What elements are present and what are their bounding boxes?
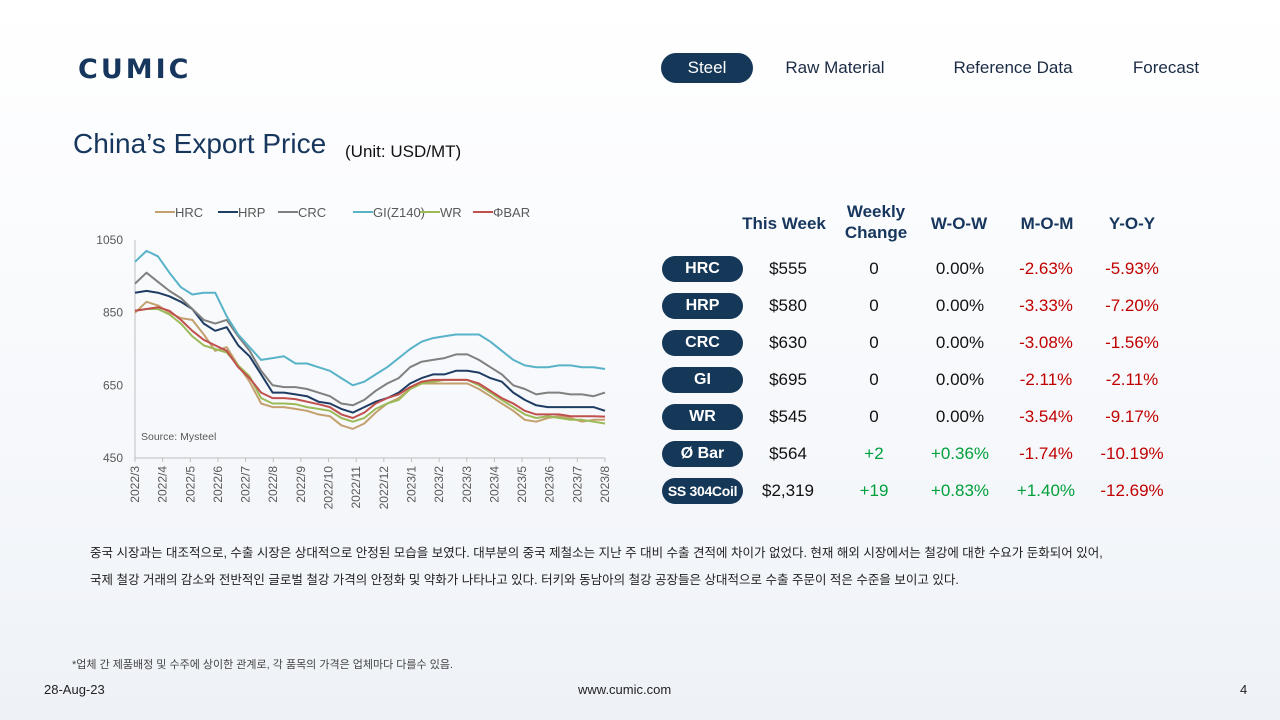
cell-yoy: -12.69%: [1100, 481, 1164, 500]
product-pill: HRC: [662, 256, 743, 282]
cell-yoy: -5.93%: [1105, 259, 1159, 278]
top-nav: Steel Raw Material Reference Data Foreca…: [0, 53, 1280, 83]
x-tick-label: 2022/12: [377, 466, 391, 510]
x-tick-label: 2023/3: [460, 466, 474, 503]
unit-label: (Unit: USD/MT): [345, 142, 462, 161]
page-number: 4: [1240, 682, 1248, 697]
cell-wow: 0.00%: [935, 333, 985, 352]
page-title: China’s Export Price: [73, 128, 327, 159]
cell-wow: 0.00%: [935, 370, 985, 389]
cell-yoy: -9.17%: [1105, 407, 1159, 426]
cell-wow: +0.36%: [930, 444, 990, 463]
cell-change: +19: [859, 481, 889, 500]
export-price-line-chart: 450 650 850 1050 2022/3 2022/4 2022/5 2022/6 202…: [96, 205, 612, 510]
product-pill: GI: [662, 367, 743, 393]
chart-source-note: Source: Mysteel: [141, 431, 216, 443]
legend-label: HRP: [238, 205, 265, 220]
footer-url[interactable]: www.cumic.com: [578, 682, 672, 697]
series-line-crc: [134, 271, 606, 407]
cell-change: 0: [869, 407, 879, 426]
cell-price: $695: [769, 370, 807, 389]
cell-price: $564: [769, 444, 807, 463]
cell-wow: 0.00%: [935, 296, 985, 315]
cell-mom: -2.11%: [1019, 370, 1073, 389]
legend-label: CRC: [298, 205, 326, 220]
x-tick-label: 2023/4: [487, 466, 501, 503]
nav-tab-steel[interactable]: Steel: [661, 53, 753, 83]
x-tick-label: 2023/5: [515, 466, 529, 503]
x-tick-label: 2022/4: [156, 466, 170, 503]
footer-date: 28-Aug-23: [44, 682, 105, 697]
x-tick-label: 2022/7: [239, 466, 253, 503]
cell-change: +2: [864, 444, 884, 463]
cell-price: $545: [769, 407, 807, 426]
cell-mom: -3.08%: [1019, 333, 1073, 352]
product-pill: Ø Bar: [662, 441, 743, 467]
legend-label: ΦBAR: [493, 205, 530, 220]
cell-yoy: -7.20%: [1105, 296, 1159, 315]
col-header-weekly-change: Weekly Change: [844, 202, 908, 242]
nav-tab-forecast[interactable]: Forecast: [1132, 58, 1200, 77]
y-tick-label: 450: [103, 451, 123, 465]
product-pill: SS 304Coil: [662, 478, 743, 504]
x-tick-label: 2023/1: [404, 466, 418, 503]
x-tick-label: 2022/3: [128, 466, 142, 503]
product-pill: WR: [662, 404, 743, 430]
x-tick-label: 2022/8: [266, 466, 280, 503]
x-tick-label: 2023/8: [598, 466, 612, 503]
x-tick-label: 2022/6: [211, 466, 225, 503]
col-header-mom: M-O-M: [1020, 214, 1074, 233]
footnote: *업체 간 제품배정 및 수주에 상이한 관계로, 각 품목의 가격은 업체마다…: [72, 659, 454, 671]
cell-price: $580: [769, 296, 807, 315]
x-tick-label: 2023/2: [432, 466, 446, 503]
series-line-bar: [134, 306, 606, 419]
cell-mom: -1.74%: [1019, 444, 1073, 463]
cell-change: 0: [869, 259, 879, 278]
series-line-hrp: [134, 289, 606, 414]
x-tick-label: 2022/5: [183, 466, 197, 503]
nav-tab-reference-data[interactable]: Reference Data: [953, 58, 1073, 77]
commentary-line-2: 국제 철강 거래의 감소와 전반적인 글로벌 철강 가격의 안정화 및 약화가 …: [90, 573, 959, 587]
cell-price: $555: [769, 259, 807, 278]
cell-change: 0: [869, 333, 879, 352]
y-tick-label: 650: [103, 378, 123, 392]
x-tick-label: 2022/10: [322, 466, 336, 510]
x-tick-label: 2022/9: [294, 466, 308, 503]
legend-label: GI(Z140): [373, 205, 425, 220]
cell-yoy: -2.11%: [1105, 370, 1159, 389]
company-logo: CUMIC: [78, 54, 192, 85]
cell-change: 0: [869, 370, 879, 389]
cell-mom: -2.63%: [1019, 259, 1073, 278]
cell-mom: -3.54%: [1019, 407, 1073, 426]
commentary-line-1: 중국 시장과는 대조적으로, 수출 시장은 상대적으로 안정된 모습을 보였다.…: [90, 546, 1103, 560]
x-tick-label: 2023/6: [543, 466, 557, 503]
series-line-wr: [134, 308, 606, 425]
legend-label: HRC: [175, 205, 203, 220]
nav-tab-raw-material[interactable]: Raw Material: [785, 58, 885, 77]
product-pill: HRP: [662, 293, 743, 319]
x-tick-label: 2023/7: [570, 466, 584, 503]
cell-yoy: -10.19%: [1100, 444, 1164, 463]
cell-wow: 0.00%: [935, 407, 985, 426]
cell-price: $630: [769, 333, 807, 352]
cell-mom: -3.33%: [1019, 296, 1073, 315]
cell-wow: +0.83%: [930, 481, 990, 500]
cell-wow: 0.00%: [935, 259, 985, 278]
y-tick-label: 850: [103, 306, 123, 320]
cell-yoy: -1.56%: [1105, 333, 1159, 352]
cell-mom: +1.40%: [1016, 481, 1076, 500]
cell-price: $2,319: [762, 481, 814, 500]
y-tick-label: 1050: [96, 233, 123, 247]
series-line-giz140: [134, 249, 606, 387]
col-header-yoy: Y-O-Y: [1108, 214, 1156, 233]
x-tick-label: 2022/11: [349, 466, 363, 509]
cell-change: 0: [869, 296, 879, 315]
product-pill: CRC: [662, 330, 743, 356]
col-header-wow: W-O-W: [930, 214, 988, 233]
legend-label: WR: [440, 205, 462, 220]
col-header-this-week: This Week: [742, 214, 826, 233]
